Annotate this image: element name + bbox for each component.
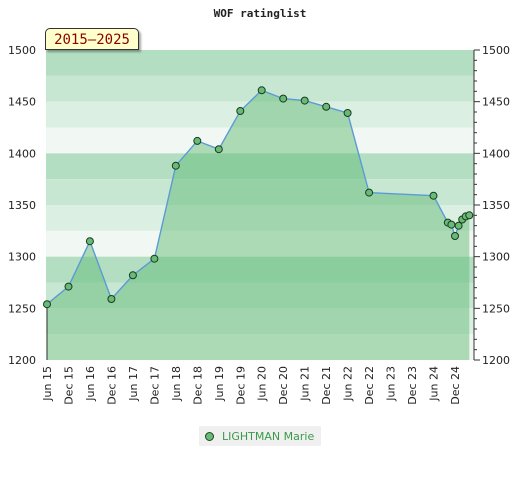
data-point xyxy=(322,102,331,111)
x-tick-label: Jun 19 xyxy=(213,366,226,402)
data-point xyxy=(429,191,438,200)
data-point xyxy=(447,220,456,229)
grid-band xyxy=(46,50,474,76)
y-tick-label-right: 1450 xyxy=(482,96,510,109)
data-point xyxy=(193,136,202,145)
x-tick-label: Jun 15 xyxy=(41,366,54,402)
x-tick-label: Jun 23 xyxy=(385,366,398,402)
x-tick-label: Jun 20 xyxy=(256,366,269,402)
data-point xyxy=(236,107,245,115)
data-point xyxy=(257,86,266,95)
x-tick-label: Jun 21 xyxy=(299,366,312,402)
x-tick-label: Dec 16 xyxy=(105,366,118,405)
y-tick-label-right: 1300 xyxy=(482,251,510,264)
y-tick-label-left: 1300 xyxy=(8,251,36,264)
data-point xyxy=(465,211,474,220)
data-point xyxy=(300,96,309,105)
data-point xyxy=(43,300,51,309)
chart-title: WOF ratinglist xyxy=(214,7,307,20)
legend-marker-icon xyxy=(205,431,214,441)
x-tick-label: Jun 24 xyxy=(428,366,441,402)
data-point xyxy=(150,254,159,263)
x-tick-label: Dec 22 xyxy=(363,366,376,405)
data-point xyxy=(214,145,223,154)
data-point xyxy=(85,237,94,246)
y-tick-label-left: 1200 xyxy=(8,354,36,367)
x-tick-label: Dec 18 xyxy=(191,366,204,405)
series-area xyxy=(47,90,470,361)
period-badge: 2015–2025 xyxy=(45,28,139,50)
y-tick-label-right: 1400 xyxy=(482,147,510,160)
data-point xyxy=(451,232,459,240)
data-point xyxy=(128,271,137,280)
legend-label: LIGHTMAN Marie xyxy=(222,429,315,443)
data-point xyxy=(365,188,374,197)
x-tick-label: Dec 20 xyxy=(277,366,290,405)
x-tick-label: Dec 21 xyxy=(320,366,333,405)
x-tick-label: Dec 24 xyxy=(449,366,462,405)
y-tick-label-left: 1500 xyxy=(8,44,36,57)
y-tick-label-right: 1500 xyxy=(482,44,510,57)
x-tick-label: Jun 17 xyxy=(127,366,140,402)
x-tick-label: Jun 16 xyxy=(84,366,97,402)
data-point xyxy=(343,109,352,117)
x-tick-label: Dec 15 xyxy=(62,366,75,405)
y-tick-label-right: 1200 xyxy=(482,354,510,367)
data-point xyxy=(171,161,180,170)
data-point xyxy=(279,94,288,103)
data-point xyxy=(454,221,463,230)
y-tick-label-right: 1350 xyxy=(482,199,510,212)
x-tick-label: Dec 19 xyxy=(234,366,247,405)
y-tick-label-left: 1450 xyxy=(8,96,36,109)
x-tick-label: Dec 23 xyxy=(406,366,419,405)
chart-legend[interactable]: LIGHTMAN Marie xyxy=(199,426,321,446)
x-tick-label: Dec 17 xyxy=(148,366,161,405)
x-tick-label: Jun 18 xyxy=(170,366,183,402)
y-tick-label-left: 1250 xyxy=(8,302,36,315)
data-point xyxy=(64,282,73,291)
y-tick-label-left: 1400 xyxy=(8,147,36,160)
data-point xyxy=(107,295,116,303)
y-tick-label-left: 1350 xyxy=(8,199,36,212)
x-tick-label: Jun 22 xyxy=(342,366,355,402)
y-tick-label-right: 1250 xyxy=(482,302,510,315)
